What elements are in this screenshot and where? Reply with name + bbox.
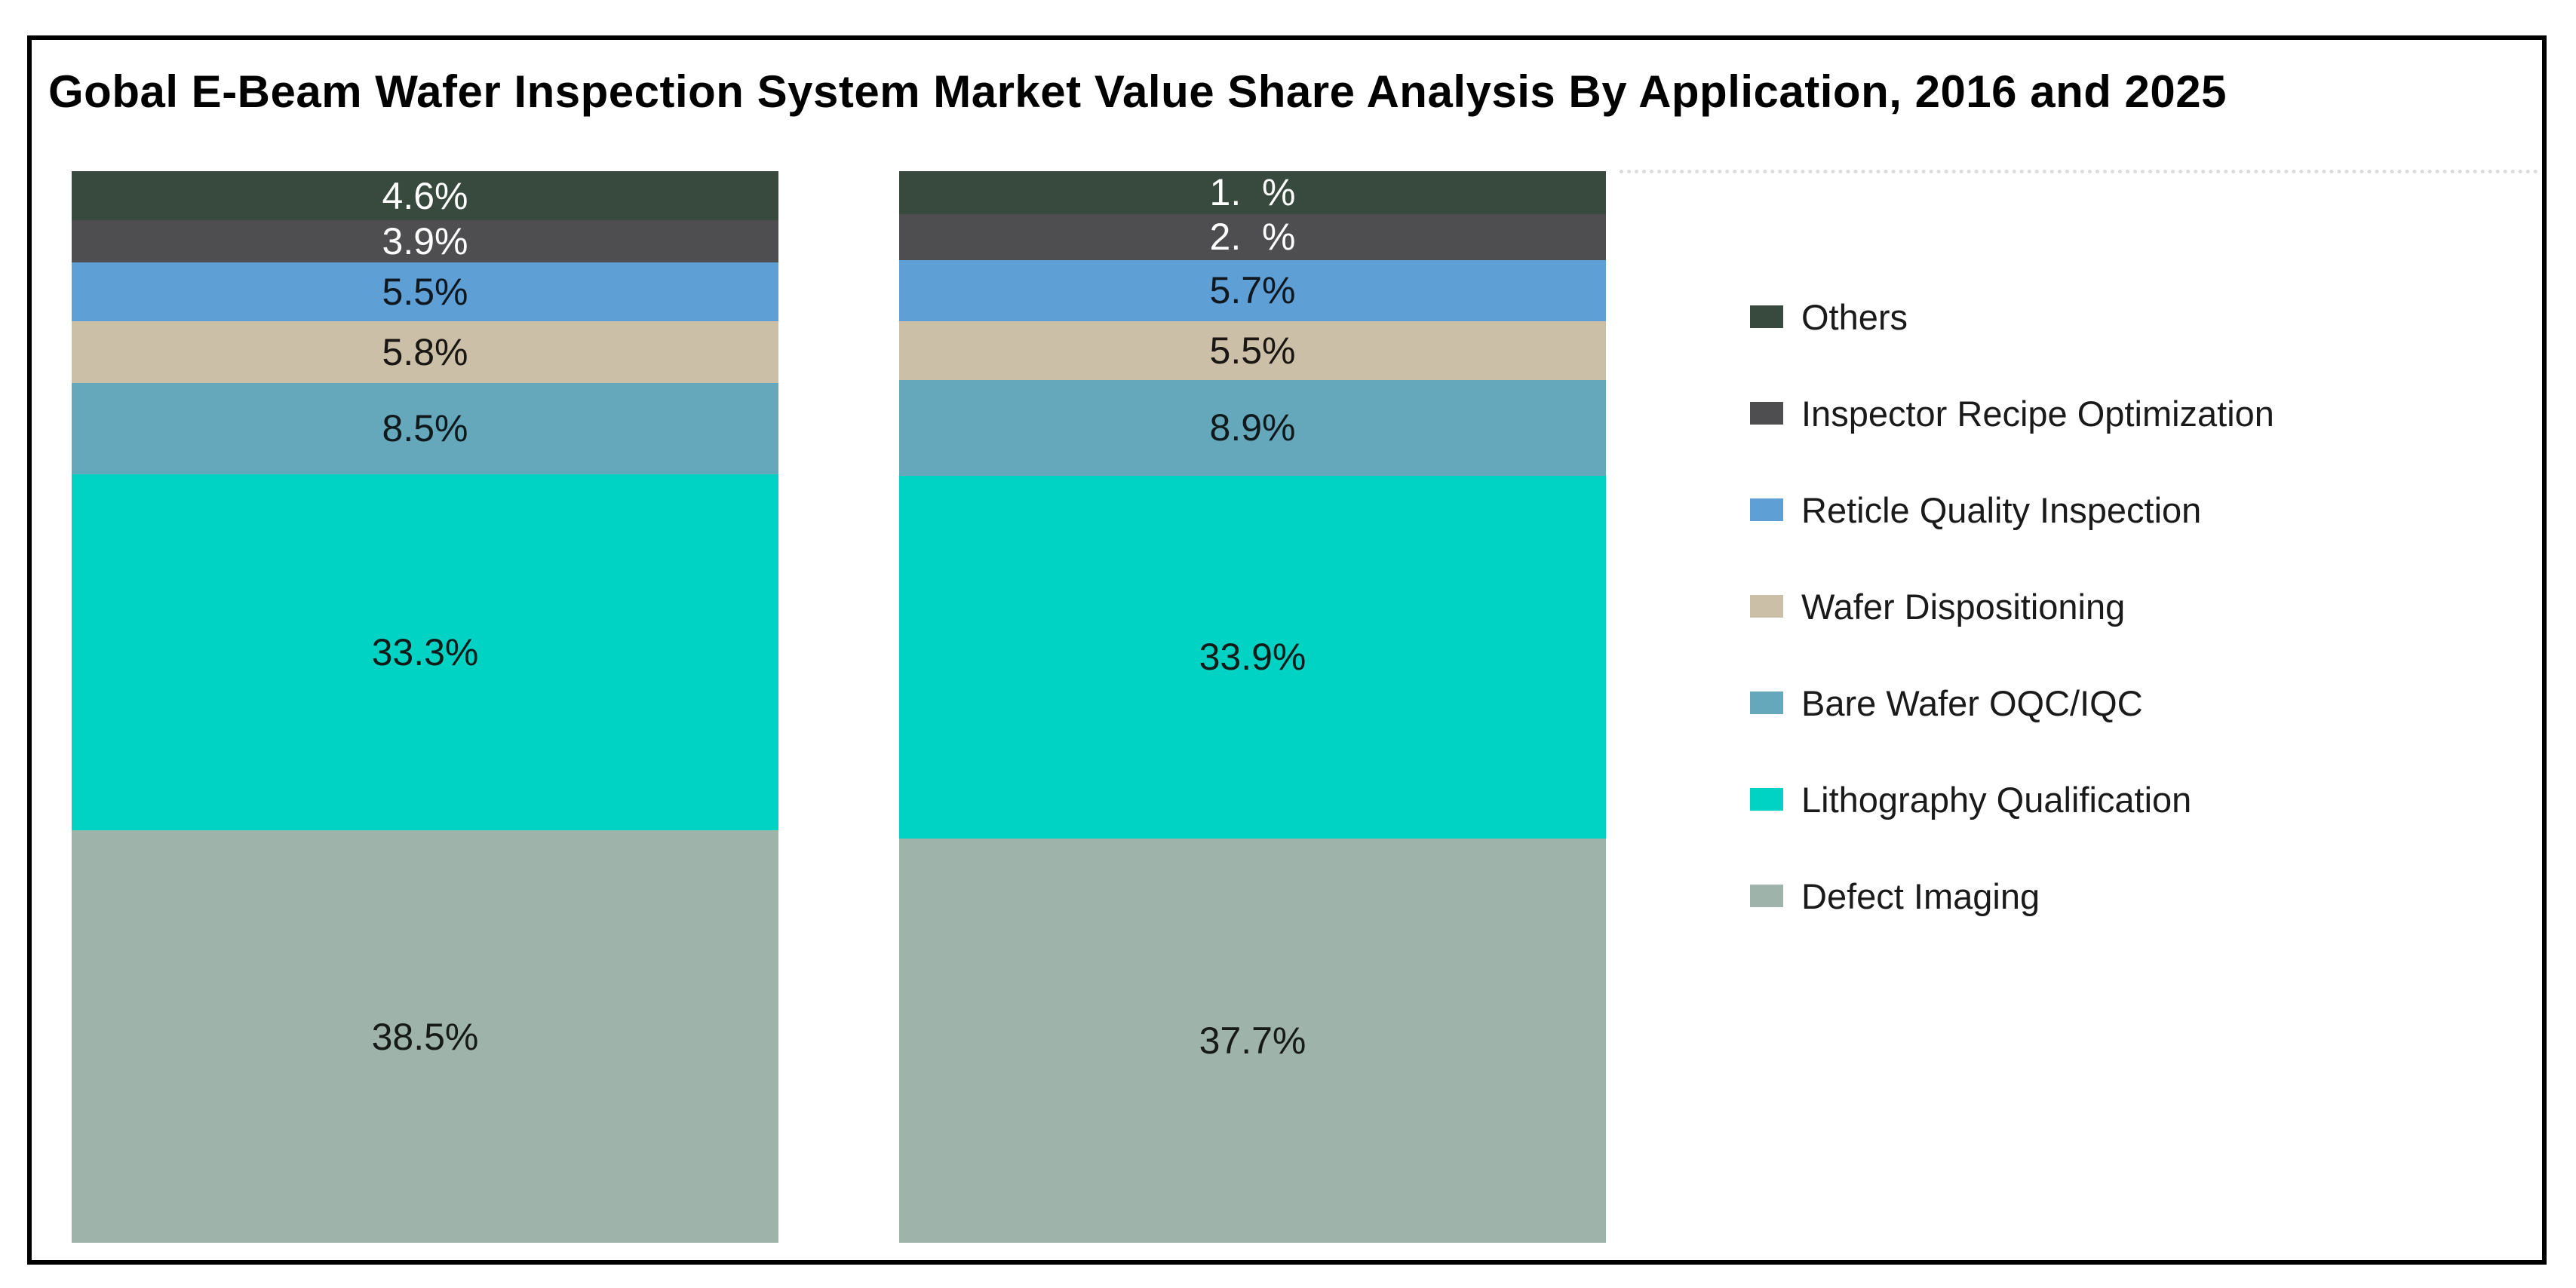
segment-value-label: 33.3% xyxy=(371,631,479,674)
segment-value-label: 33.9% xyxy=(1199,636,1306,679)
legend-item-defect-imaging: Defect Imaging xyxy=(1750,848,2274,944)
legend-label: Reticle Quality Inspection xyxy=(1801,489,2202,530)
legend-swatch-icon xyxy=(1750,498,1783,521)
legend-item-inspector-recipe-optimization: Inspector Recipe Optimization xyxy=(1750,365,2274,462)
segment-value-label: 5.5% xyxy=(382,270,468,313)
legend-label: Bare Wafer OQC/IQC xyxy=(1801,682,2143,723)
dotted-artifact-line xyxy=(1620,170,2538,173)
legend: Others Inspector Recipe Optimization Retic… xyxy=(1750,268,2274,944)
legend-label: Wafer Dispositioning xyxy=(1801,586,2126,627)
segment-value-label: 38.5% xyxy=(371,1015,479,1058)
segment-value-label: 2. % xyxy=(1209,216,1296,259)
segment-value-label: 37.7% xyxy=(1199,1020,1306,1063)
legend-item-wafer-dispositioning: Wafer Dispositioning xyxy=(1750,558,2274,655)
segment-inspector-recipe-optimization-2025: 2. % xyxy=(899,213,1606,260)
legend-item-lithography-qualification: Lithography Qualification xyxy=(1750,751,2274,848)
legend-label: Lithography Qualification xyxy=(1801,779,2192,820)
segment-value-label: 1. % xyxy=(1209,171,1296,214)
legend-swatch-icon xyxy=(1750,402,1783,425)
segment-defect-imaging-2025: 37.7% xyxy=(899,839,1606,1243)
segment-value-label: 3.9% xyxy=(382,219,468,262)
segment-value-label: 5.8% xyxy=(382,330,468,373)
legend-item-reticle-quality-inspection: Reticle Quality Inspection xyxy=(1750,462,2274,558)
legend-label: Others xyxy=(1801,296,1908,337)
segment-value-label: 8.5% xyxy=(382,407,468,450)
legend-swatch-icon xyxy=(1750,788,1783,811)
legend-label: Inspector Recipe Optimization xyxy=(1801,393,2274,434)
segment-bare-wafer-oqc-iqc-2025: 8.9% xyxy=(899,380,1606,476)
legend-item-bare-wafer-oqc-iqc: Bare Wafer OQC/IQC xyxy=(1750,655,2274,751)
segment-value-label: 4.6% xyxy=(382,174,468,217)
legend-label: Defect Imaging xyxy=(1801,876,2040,916)
segment-reticle-quality-inspection-2016: 5.5% xyxy=(72,262,778,321)
segment-inspector-recipe-optimization-2016: 3.9% xyxy=(72,220,778,262)
segment-wafer-dispositioning-2025: 5.5% xyxy=(899,320,1606,381)
segment-value-label: 5.7% xyxy=(1209,269,1296,312)
legend-swatch-icon xyxy=(1750,885,1783,907)
legend-item-others: Others xyxy=(1750,268,2274,365)
chart-title: Gobal E-Beam Wafer Inspection System Mar… xyxy=(48,66,2228,117)
segment-others-2016: 4.6% xyxy=(72,171,778,221)
segment-value-label: 5.5% xyxy=(1209,329,1296,372)
stacked-bar-2016: 4.6% 3.9% 5.5% 5.8% 8.5% 33.3% 38.5% xyxy=(72,171,778,1243)
legend-swatch-icon xyxy=(1750,595,1783,618)
segment-reticle-quality-inspection-2025: 5.7% xyxy=(899,259,1606,321)
segment-others-2025: 1. % xyxy=(899,171,1606,214)
stacked-bar-2025: 1. % 2. % 5.7% 5.5% 8.9% 33.9% 37.7% xyxy=(899,171,1606,1243)
legend-swatch-icon xyxy=(1750,305,1783,328)
chart-frame: Gobal E-Beam Wafer Inspection System Mar… xyxy=(27,35,2547,1265)
segment-lithography-qualification-2025: 33.9% xyxy=(899,475,1606,839)
legend-swatch-icon xyxy=(1750,692,1783,714)
segment-bare-wafer-oqc-iqc-2016: 8.5% xyxy=(72,383,778,474)
segment-lithography-qualification-2016: 33.3% xyxy=(72,474,778,831)
segment-wafer-dispositioning-2016: 5.8% xyxy=(72,320,778,384)
segment-value-label: 8.9% xyxy=(1209,406,1296,449)
segment-defect-imaging-2016: 38.5% xyxy=(72,830,778,1243)
